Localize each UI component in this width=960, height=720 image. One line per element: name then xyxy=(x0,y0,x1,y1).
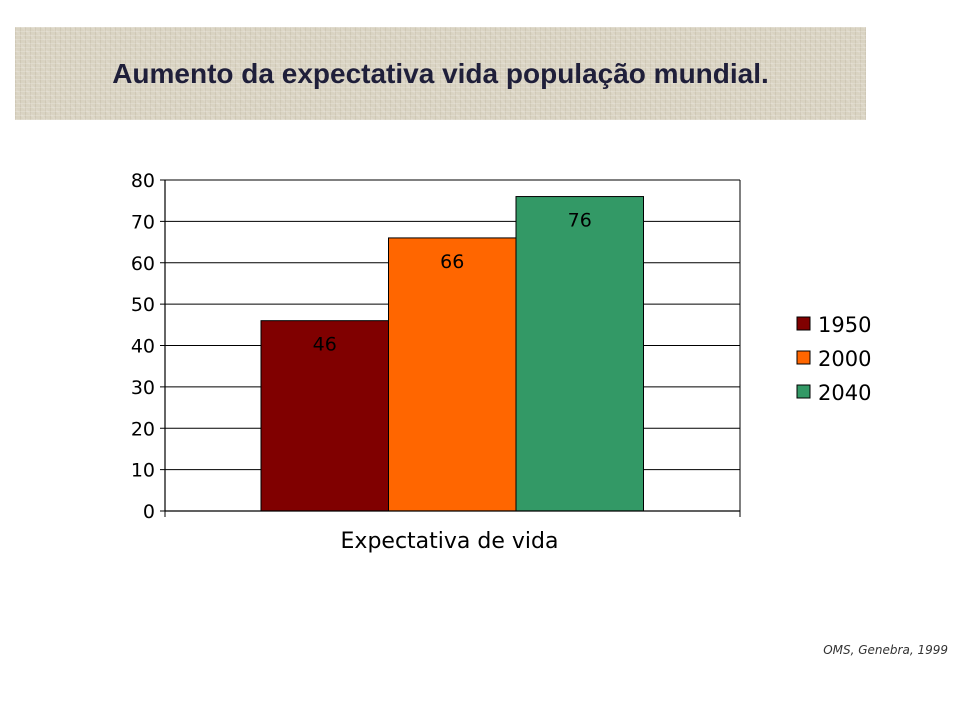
legend-swatch-1950 xyxy=(796,316,811,331)
legend-label-2000: 2000 xyxy=(818,347,871,371)
title-banner: Aumento da expectativa vida população mu… xyxy=(15,27,866,120)
legend-label-1950: 1950 xyxy=(818,313,871,337)
y-tick-label-40: 40 xyxy=(131,336,155,358)
legend-label-2040: 2040 xyxy=(818,381,871,405)
y-tick-label-60: 60 xyxy=(131,253,155,275)
source-citation: OMS, Genebra, 1999 xyxy=(823,643,948,657)
x-axis-label: Expectativa de vida xyxy=(341,529,559,554)
y-tick-label-70: 70 xyxy=(131,211,155,233)
data-label-2040: 76 xyxy=(568,210,592,232)
y-tick-label-30: 30 xyxy=(131,377,155,399)
bar-2000 xyxy=(388,237,517,512)
y-tick-label-80: 80 xyxy=(131,170,155,192)
page-title: Aumento da expectativa vida população mu… xyxy=(112,57,769,89)
legend-swatch-2000 xyxy=(796,350,811,365)
y-tick-label-20: 20 xyxy=(131,418,155,440)
y-tick-label-0: 0 xyxy=(143,501,155,523)
bar-2040 xyxy=(515,196,644,512)
y-tick-label-10: 10 xyxy=(131,460,155,482)
data-label-2000: 66 xyxy=(440,251,464,273)
y-tick-label-50: 50 xyxy=(131,294,155,316)
legend-swatch-2040 xyxy=(796,384,811,399)
data-label-1950: 46 xyxy=(313,334,337,356)
bar-1950 xyxy=(260,320,389,512)
